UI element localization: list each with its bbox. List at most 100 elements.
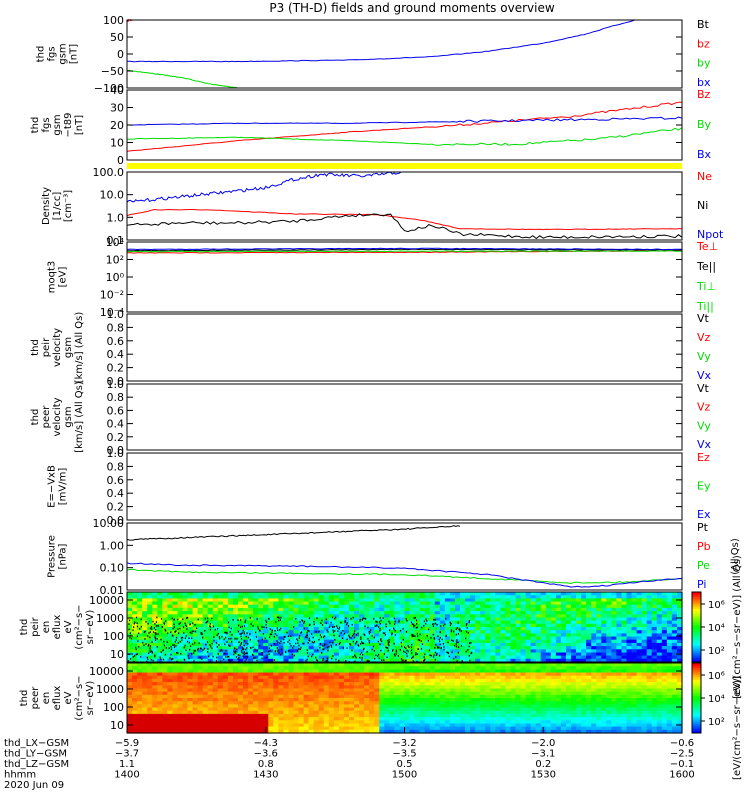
heatmap-cell bbox=[233, 685, 239, 690]
heatmap-cell bbox=[434, 694, 441, 699]
heatmap-cell bbox=[147, 623, 153, 628]
heatmap-cell bbox=[127, 658, 133, 663]
heatmap-cell bbox=[550, 598, 557, 603]
heatmap-cell bbox=[293, 658, 300, 663]
heatmap-cell bbox=[359, 620, 365, 625]
heatmap-cell bbox=[338, 729, 345, 734]
heatmap-cell bbox=[399, 627, 406, 631]
heatmap-cell bbox=[187, 655, 194, 660]
heatmap-cell bbox=[666, 614, 673, 619]
series-line-bx bbox=[126, 116, 683, 126]
heatmap-cell bbox=[152, 720, 158, 725]
heatmap-cell bbox=[571, 592, 577, 596]
heatmap-cell bbox=[298, 627, 305, 631]
heatmap-cell bbox=[424, 655, 431, 660]
heatmap-cell bbox=[465, 649, 471, 654]
heatmap-speck bbox=[435, 654, 438, 656]
heatmap-cell bbox=[661, 604, 668, 609]
heatmap-cell bbox=[455, 601, 461, 606]
y-tick-label: 10 bbox=[110, 648, 124, 661]
heatmap-cell bbox=[313, 669, 320, 674]
heatmap-speck bbox=[311, 641, 313, 643]
heatmap-cell bbox=[581, 652, 587, 657]
heatmap-speck bbox=[398, 619, 400, 622]
heatmap-cell bbox=[434, 655, 441, 660]
heatmap-cell bbox=[359, 694, 365, 699]
heatmap-cell bbox=[666, 652, 673, 657]
heatmap-cell bbox=[429, 642, 436, 647]
heatmap-cell bbox=[167, 623, 173, 628]
heatmap-cell bbox=[147, 666, 153, 670]
heatmap-cell bbox=[197, 642, 204, 647]
heatmap-speck bbox=[254, 657, 256, 659]
heatmap-cell bbox=[409, 607, 416, 612]
heatmap-cell bbox=[470, 639, 476, 644]
heatmap-speck bbox=[239, 633, 241, 635]
heatmap-cell bbox=[429, 595, 436, 599]
heatmap-speck bbox=[220, 648, 222, 651]
heatmap-cell bbox=[475, 614, 481, 619]
heatmap-cell bbox=[545, 604, 552, 609]
heatmap-cell bbox=[480, 623, 486, 628]
heatmap-cell bbox=[248, 630, 254, 634]
heatmap-cell bbox=[444, 666, 451, 670]
heatmap-speck bbox=[349, 643, 351, 645]
heatmap-cell bbox=[233, 658, 239, 663]
heatmap-cell bbox=[379, 694, 385, 699]
y-axis-label: peir bbox=[41, 337, 52, 357]
heatmap-cell bbox=[283, 726, 289, 731]
heatmap-cell bbox=[263, 698, 269, 702]
heatmap-cell bbox=[560, 614, 567, 619]
heatmap-cell bbox=[419, 726, 426, 731]
heatmap-cell bbox=[631, 630, 638, 634]
heatmap-cell bbox=[621, 642, 628, 647]
heatmap-cell bbox=[379, 666, 385, 670]
heatmap-cell bbox=[349, 630, 355, 634]
y-tick-label: 10² bbox=[106, 254, 124, 267]
heatmap-cell bbox=[475, 627, 481, 631]
heatmap-cell bbox=[500, 652, 506, 657]
heatmap-speck bbox=[273, 642, 275, 645]
heatmap-speck bbox=[416, 626, 418, 629]
heatmap-cell bbox=[313, 636, 320, 641]
heatmap-cell bbox=[248, 655, 254, 660]
colorbar-swatch bbox=[692, 650, 701, 654]
heatmap-speck bbox=[373, 618, 375, 620]
heatmap-cell bbox=[283, 652, 289, 657]
heatmap-cell bbox=[399, 611, 406, 615]
y-axis-label: thd bbox=[36, 46, 47, 63]
heatmap-cell bbox=[162, 685, 168, 690]
heatmap-speck bbox=[300, 646, 302, 649]
heatmap-cell bbox=[354, 723, 360, 728]
heatmap-cell bbox=[555, 623, 562, 628]
heatmap-speck bbox=[412, 635, 415, 637]
heatmap-cell bbox=[530, 592, 537, 596]
heatmap-cell bbox=[576, 658, 582, 663]
heatmap-cell bbox=[656, 636, 663, 641]
heatmap-speck bbox=[332, 629, 334, 632]
heatmap-cell bbox=[217, 698, 224, 702]
heatmap-cell bbox=[298, 611, 305, 615]
heatmap-cell bbox=[263, 675, 269, 680]
heatmap-speck bbox=[136, 635, 138, 638]
heatmap-cell bbox=[248, 636, 254, 641]
heatmap-cell bbox=[172, 652, 178, 657]
colorbar-swatch bbox=[692, 636, 701, 640]
heatmap-cell bbox=[596, 630, 602, 634]
heatmap-speck bbox=[182, 626, 185, 628]
heatmap-cell bbox=[641, 633, 648, 638]
heatmap-cell bbox=[439, 726, 446, 731]
heatmap-cell bbox=[197, 701, 204, 705]
heatmap-cell bbox=[333, 710, 340, 715]
heatmap-cell bbox=[227, 688, 234, 693]
heatmap-speck bbox=[189, 623, 191, 625]
heatmap-cell bbox=[414, 666, 421, 670]
heatmap-speck bbox=[318, 639, 320, 641]
heatmap-cell bbox=[157, 698, 163, 702]
heatmap-cell bbox=[328, 601, 335, 606]
heatmap-cell bbox=[616, 592, 622, 596]
y-tick-label: 10.0 bbox=[100, 189, 125, 202]
heatmap-cell bbox=[177, 669, 184, 674]
heatmap-cell bbox=[505, 607, 511, 612]
